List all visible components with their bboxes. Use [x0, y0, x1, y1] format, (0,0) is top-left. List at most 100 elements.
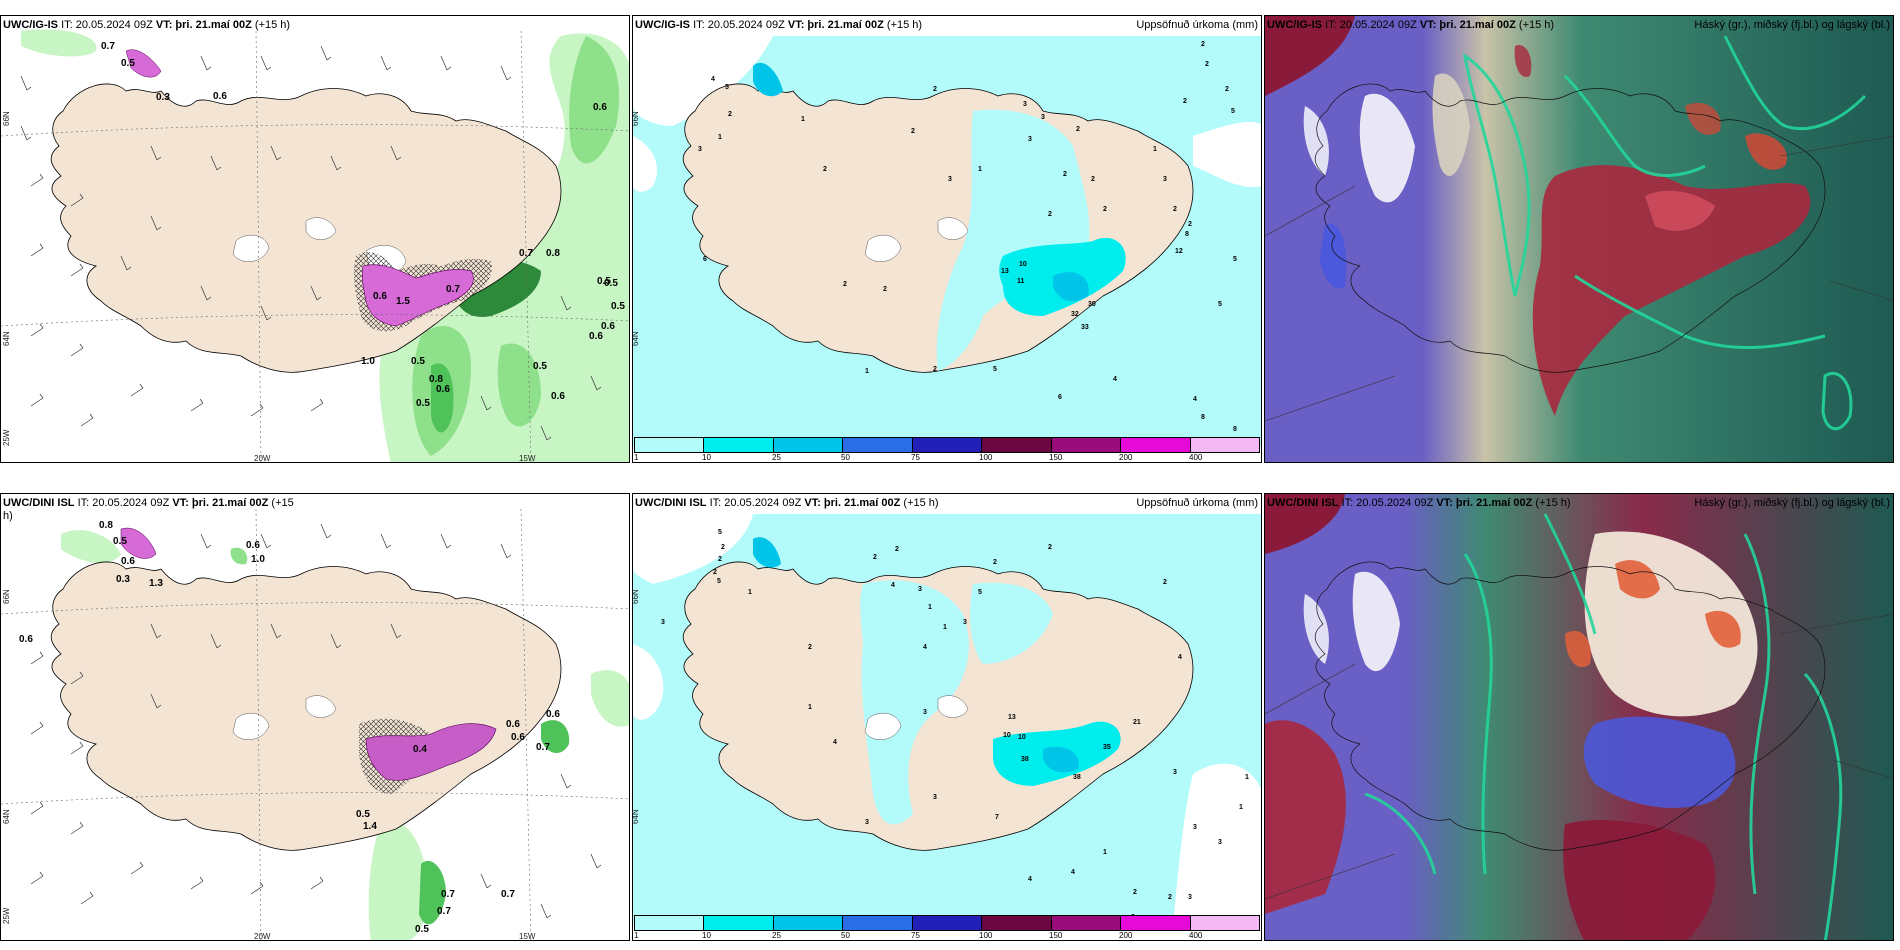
value-label: 11: [1017, 278, 1025, 285]
colorbar-tick: 200: [1119, 453, 1133, 462]
value-label: 3: [661, 619, 665, 626]
value-label: 0.7: [446, 284, 460, 295]
value-label: 0.3: [156, 92, 170, 103]
value-label: 0.7: [437, 906, 451, 917]
panel-header: UWC/DINI ISL IT: 20.05.2024 09Z VT: þri.…: [3, 497, 294, 509]
colorbar-bin: [843, 438, 913, 452]
value-label: 3: [1023, 101, 1027, 108]
value-label: 5: [993, 366, 997, 373]
value-label: 3: [948, 176, 952, 183]
colorbar-tick: 150: [1049, 931, 1063, 940]
value-label: 3: [1193, 824, 1197, 831]
colorbar-bin: [982, 438, 1052, 452]
value-label: 3: [933, 794, 937, 801]
colorbar-tick: 200: [1119, 931, 1133, 940]
value-label: 1.0: [251, 554, 265, 565]
value-label: 1: [978, 166, 982, 173]
colorbar-ticks: 1 10 25 50 75 100 150 200 400: [634, 931, 1260, 940]
colorbar-bin: [912, 438, 983, 452]
colorbar-tick: 50: [841, 931, 850, 940]
panel-header: UWC/IG-IS IT: 20.05.2024 09Z VT: þri. 21…: [3, 19, 291, 31]
value-label: 0.6: [511, 732, 525, 743]
value-label: 32: [1071, 311, 1079, 318]
value-label: 4: [1028, 876, 1032, 883]
colorbar-tick: 10: [702, 453, 711, 462]
value-label: 38: [1021, 756, 1029, 763]
value-label: 0.7: [501, 889, 515, 900]
value-label: 0.6: [19, 634, 33, 645]
colorbar-tick: 75: [911, 931, 920, 940]
value-label: 7: [995, 814, 999, 821]
value-labels: 5 2 2 2 1 5 3 2 4 2 3 1 1 4 3 5 2 2 2 4 …: [633, 494, 1261, 940]
value-label: 0.5: [356, 809, 370, 820]
colorbar-bin: [1121, 916, 1191, 930]
value-labels: 0.7 0.5 0.3 0.6 0.6 0.5 0.5 0.6 0.6 1.5 …: [1, 16, 629, 462]
value-label: 5: [1218, 301, 1222, 308]
value-labels: 0.8 0.6 0.5 0.6 1.0 0.3 0.6 0.4 1.3 0.6 …: [1, 494, 629, 940]
map-precip-igis: [633, 36, 1261, 446]
value-label: 2: [1163, 579, 1167, 586]
colorbar-tick: 10: [702, 931, 711, 940]
value-label: 0.7: [101, 41, 115, 52]
value-label: 2: [1103, 206, 1107, 213]
panel-title: Uppsöfnuð úrkoma (mm): [1136, 497, 1258, 509]
value-label: 5: [1233, 256, 1237, 263]
colorbar: [634, 437, 1260, 453]
value-label: 4: [1071, 869, 1075, 876]
value-label: 4: [1178, 654, 1182, 661]
panel-precip-igis: UWC/IG-IS IT: 20.05.2024 09Z VT: þri. 21…: [632, 15, 1262, 463]
value-label: 2: [1173, 206, 1177, 213]
value-label: 30: [1088, 301, 1096, 308]
value-label: 1: [1103, 849, 1107, 856]
value-label: 0.5: [121, 58, 135, 69]
value-label: 0.6: [506, 719, 520, 730]
value-label: 5: [725, 84, 729, 91]
value-label: 1: [801, 116, 805, 123]
value-label: 2: [1188, 221, 1192, 228]
map-precip-dini: [633, 514, 1261, 924]
map-wind-dini: [1, 508, 629, 940]
colorbar-tick: 75: [911, 453, 920, 462]
value-label: 3: [1041, 114, 1045, 121]
value-label: 2: [1201, 41, 1205, 48]
value-label: 0.3: [116, 574, 130, 585]
value-label: 1.3: [149, 578, 163, 589]
colorbar-tick: 25: [772, 453, 781, 462]
value-label: 5: [717, 578, 721, 585]
colorbar-bin: [704, 438, 774, 452]
value-label: 3: [1218, 839, 1222, 846]
value-label: 8: [1185, 231, 1189, 238]
value-label: 3: [963, 619, 967, 626]
colorbar-bin: [773, 438, 844, 452]
panel-title: Háský (gr.), miðský (fj.bl.) og lágský (…: [1694, 497, 1890, 509]
panel-title: Háský (gr.), miðský (fj.bl.) og lágský (…: [1694, 19, 1890, 31]
value-label: 1.0: [361, 356, 375, 367]
value-label: 10: [1018, 734, 1026, 741]
lon-label: 20W: [254, 454, 271, 463]
colorbar-tick: 1: [634, 453, 639, 462]
colorbar-tick: 150: [1049, 453, 1063, 462]
map-wind-igis: [1, 29, 629, 462]
value-label: 2: [843, 281, 847, 288]
colorbar-bin: [1190, 438, 1259, 452]
value-label: 21: [1133, 719, 1141, 726]
panel-header-wrap: h): [3, 510, 13, 522]
colorbar-bin: [1051, 916, 1122, 930]
value-label: 0.6: [589, 331, 603, 342]
panel-header: UWC/IG-IS IT: 20.05.2024 09Z VT: þri. 21…: [1267, 19, 1555, 31]
value-label: 2: [823, 166, 827, 173]
value-label: 13: [1001, 268, 1009, 275]
value-label: 2: [911, 128, 915, 135]
value-label: 0.7: [519, 248, 533, 259]
value-label: 0.8: [99, 520, 113, 531]
value-label: 1.5: [396, 296, 410, 307]
colorbar-ticks: 1 10 25 50 75 100 150 200 400: [634, 453, 1260, 462]
value-label: 38: [1073, 774, 1081, 781]
value-label: 2: [873, 554, 877, 561]
value-label: 12: [1175, 248, 1183, 255]
value-label: 2: [1168, 894, 1172, 901]
value-label: 4: [891, 582, 895, 589]
value-label: 2: [1183, 98, 1187, 105]
value-label: 0.6: [213, 91, 227, 102]
value-label: 6: [1058, 394, 1062, 401]
